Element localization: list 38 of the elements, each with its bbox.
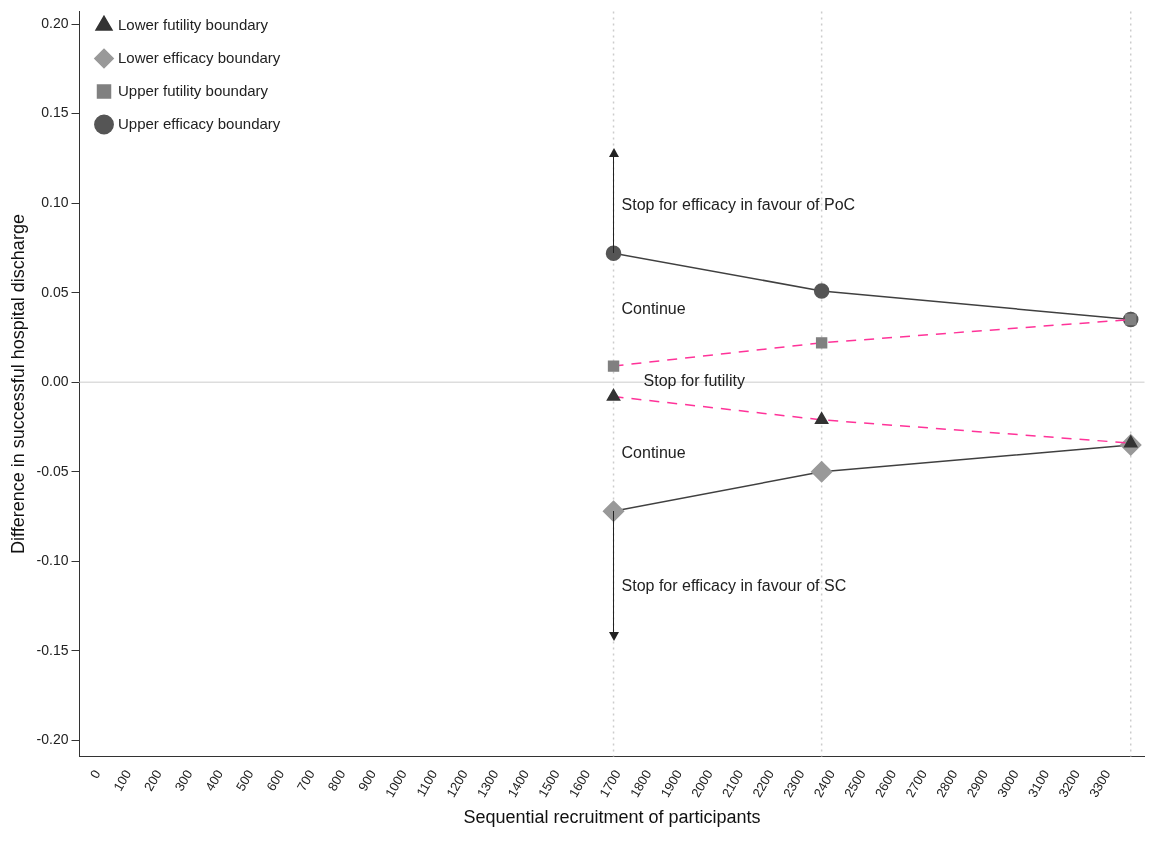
point — [815, 337, 828, 349]
x-tick-label: 300 — [171, 767, 196, 794]
point — [602, 500, 625, 522]
point — [607, 360, 620, 372]
x-tick-label: 600 — [263, 767, 288, 794]
x-tick-label: 900 — [355, 767, 379, 794]
point — [606, 388, 621, 401]
annotation: Stop for futility — [643, 371, 745, 389]
x-axis-title: Sequential recruitment of participants — [463, 807, 761, 828]
y-tick-label: 0.10 — [41, 194, 69, 210]
x-tick-label: 700 — [293, 767, 318, 794]
y-tick-label: 0.20 — [41, 14, 69, 31]
point — [605, 245, 622, 262]
annotation: Continue — [621, 300, 686, 318]
y-tick-label: -0.10 — [36, 552, 69, 569]
point — [813, 283, 830, 299]
point — [810, 461, 833, 483]
x-tick-label: 800 — [324, 767, 349, 794]
y-tick-label: -0.15 — [36, 641, 69, 658]
y-tick-label: 0.15 — [41, 104, 69, 121]
x-tick-label: 100 — [110, 767, 135, 794]
annotation: Stop for efficacy in favour of SC — [621, 576, 847, 594]
annotation: Continue — [621, 444, 686, 462]
y-tick-label: -0.20 — [36, 731, 69, 748]
y-tick-label: -0.05 — [36, 462, 69, 479]
x-tick-label: 200 — [140, 767, 165, 794]
legend-label: Lower futility boundary — [118, 15, 269, 33]
point — [814, 412, 829, 425]
y-tick-label: 0.00 — [41, 373, 69, 390]
legend-label: Upper futility boundary — [118, 81, 269, 99]
x-tick-label: 500 — [232, 767, 257, 794]
annotation: Stop for efficacy in favour of PoC — [621, 195, 856, 213]
x-tick-label: 0 — [86, 767, 104, 782]
legend-label: Lower efficacy boundary — [118, 48, 281, 66]
y-axis-title: Difference in successful hospital discharge — [7, 214, 28, 554]
legend-label: Upper efficacy boundary — [118, 114, 281, 132]
y-tick-label: 0.05 — [41, 283, 69, 300]
x-tick-label: 400 — [202, 767, 226, 794]
